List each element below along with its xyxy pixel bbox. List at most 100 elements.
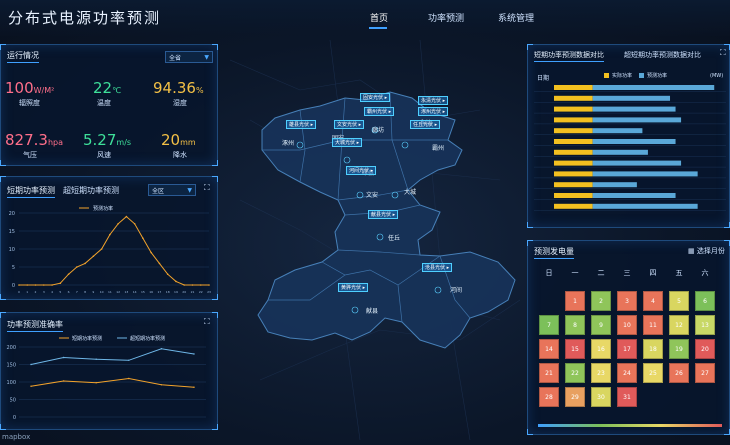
calendar-day[interactable]: 9 — [591, 315, 611, 335]
expand-icon[interactable]: ⛶ — [204, 183, 210, 192]
bar-forecast — [592, 106, 676, 112]
calendar-day[interactable]: 27 — [695, 363, 715, 383]
map-label[interactable]: 廊坊 — [372, 127, 385, 134]
calendar-day[interactable]: 22 — [565, 363, 585, 383]
area-select[interactable]: 全区 ▼ — [148, 184, 196, 196]
weekday-header: 六 — [701, 269, 709, 277]
map-label[interactable]: 涿州 — [282, 140, 295, 147]
series-line — [19, 215, 209, 286]
series-line — [30, 348, 195, 365]
select-month-button[interactable]: ▦ 选择月份 — [688, 247, 725, 255]
bar-actual — [554, 139, 593, 144]
tab-ultra-short-compare[interactable]: 超短期功率预测数据对比 — [624, 51, 701, 59]
calendar-day[interactable]: 19 — [669, 339, 689, 359]
y-tick-label: 20 — [9, 211, 15, 217]
calendar-day[interactable]: 31 — [617, 387, 637, 407]
calendar-day[interactable]: 29 — [565, 387, 585, 407]
station-tag[interactable]: 雄县光伏 ▸ — [286, 120, 317, 129]
bar-actual — [554, 160, 593, 166]
data-point — [30, 385, 32, 387]
station-tag[interactable]: 大城光伏 ▸ — [332, 138, 363, 147]
calendar-day[interactable]: 17 — [617, 339, 637, 359]
data-point — [142, 237, 144, 239]
calendar-day[interactable]: 15 — [565, 339, 585, 359]
calendar-day[interactable]: 3 — [617, 291, 637, 311]
tab-short-term[interactable]: 短期功率预测 — [7, 185, 55, 198]
x-tick-label: 7 — [76, 290, 78, 294]
nav-home[interactable]: 首页 — [370, 14, 389, 24]
bar-actual — [554, 149, 593, 155]
calendar-day[interactable]: 2 — [591, 291, 611, 311]
mapbox-logo: mapbox — [2, 433, 31, 441]
calendar-day[interactable]: 20 — [695, 339, 715, 359]
bar-actual — [554, 203, 593, 209]
irradiance-value: 100W/M² — [5, 79, 55, 97]
expand-icon[interactable]: ⛶ — [204, 317, 210, 326]
calendar-day[interactable]: 23 — [591, 363, 611, 383]
calendar-day[interactable]: 12 — [669, 315, 689, 335]
weather-panel: 运行情况 全省 ▼ 100W/M² 辐照度 22℃ 温度 94.36% 湿度 82… — [0, 44, 218, 166]
calendar-day[interactable]: 6 — [695, 291, 715, 311]
region-select[interactable]: 全省 ▼ — [165, 51, 213, 63]
tab-ultra-short-term[interactable]: 超短期功率预测 — [63, 186, 119, 195]
map-label[interactable]: 霸州 — [432, 145, 445, 152]
calendar-day[interactable]: 28 — [539, 387, 559, 407]
data-point — [160, 384, 163, 386]
humidity-label: 湿度 — [173, 99, 187, 107]
bar-forecast — [592, 128, 643, 134]
calendar-day[interactable]: 16 — [591, 339, 611, 359]
map-label[interactable]: 献县 — [366, 308, 379, 315]
calendar-day[interactable]: 21 — [539, 363, 559, 383]
data-point — [62, 356, 65, 359]
map-label[interactable]: 文安 — [366, 192, 379, 199]
weekday-header: 日 — [545, 269, 553, 277]
calendar-day[interactable]: 1 — [565, 291, 585, 311]
map-label[interactable]: 任丘 — [388, 235, 401, 242]
data-point — [100, 248, 103, 250]
calendar-day[interactable]: 5 — [669, 291, 689, 311]
calendar-day[interactable]: 14 — [539, 339, 559, 359]
station-tag[interactable]: 任丘光伏 ▸ — [410, 120, 441, 129]
calendar-day[interactable]: 10 — [617, 315, 637, 335]
y-tick-label: 150 — [6, 363, 16, 369]
nav-power-forecast[interactable]: 功率预测 — [428, 14, 465, 24]
calendar-day[interactable]: 25 — [643, 363, 663, 383]
station-tag[interactable]: 黄骅光伏 ▸ — [338, 283, 369, 292]
bar-actual — [554, 117, 593, 123]
x-tick-label: 20 — [182, 290, 186, 294]
nav-system-management[interactable]: 系统管理 — [498, 14, 535, 24]
map-label[interactable]: 河间 — [450, 287, 463, 294]
data-point — [175, 280, 177, 283]
calendar-day[interactable]: 11 — [643, 315, 663, 335]
accuracy-chart: 0 50 100 150 200 短期功率预测 超短期功率预测 — [6, 335, 206, 421]
calendar-day[interactable]: 8 — [565, 315, 585, 335]
station-tag[interactable]: 文安光伏 ▸ — [334, 120, 365, 129]
station-tag[interactable]: 固安光伏 ▸ — [360, 93, 391, 102]
calendar-day[interactable]: 4 — [643, 291, 663, 311]
x-tick-label: 6 — [68, 290, 70, 294]
station-tag[interactable]: 涿州光伏 ▸ — [418, 107, 449, 116]
calendar-day[interactable]: 18 — [643, 339, 663, 359]
bar-forecast — [592, 149, 648, 155]
map-label[interactable]: 大城 — [404, 189, 417, 196]
station-tag[interactable]: 献县光伏 ▸ — [368, 210, 399, 219]
data-point — [30, 363, 32, 366]
y-tick-label: 5 — [12, 265, 15, 271]
tab-short-term-compare[interactable]: 短期功率预测数据对比 — [534, 50, 604, 62]
station-tag[interactable]: 霸州光伏 ▸ — [364, 107, 395, 116]
expand-icon[interactable]: ⛶ — [720, 48, 726, 57]
station-tag[interactable]: 沧县光伏 ▸ — [422, 263, 453, 272]
y-tick-label: 0 — [12, 283, 15, 289]
bar-actual — [554, 193, 593, 198]
bar-actual — [554, 106, 593, 112]
data-point — [76, 266, 78, 268]
calendar-day[interactable]: 24 — [617, 363, 637, 383]
station-tag[interactable]: 河间光伏 ▸ — [346, 166, 377, 175]
data-point — [150, 251, 152, 254]
bar-actual — [554, 95, 593, 101]
calendar-day[interactable]: 26 — [669, 363, 689, 383]
calendar-day[interactable]: 13 — [695, 315, 715, 335]
station-tag[interactable]: 永清光伏 ▸ — [418, 96, 449, 105]
calendar-day[interactable]: 30 — [591, 387, 611, 407]
calendar-day[interactable]: 7 — [539, 315, 559, 335]
